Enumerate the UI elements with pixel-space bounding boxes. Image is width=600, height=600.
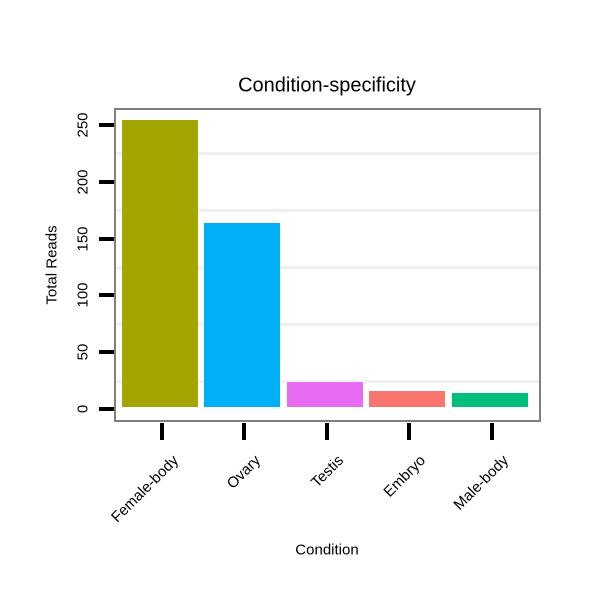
x-tick-mark bbox=[489, 423, 494, 440]
y-tick-mark bbox=[99, 236, 114, 241]
y-tick-mark bbox=[99, 293, 114, 298]
x-tick-mark bbox=[160, 423, 164, 440]
bar-female-body bbox=[122, 119, 198, 407]
y-tick-mark bbox=[99, 350, 114, 355]
minor-gridline bbox=[116, 209, 539, 213]
y-tick-label: 0 bbox=[74, 404, 92, 414]
bar-male-body bbox=[451, 393, 528, 407]
y-tick-mark bbox=[99, 179, 114, 184]
x-tick-mark bbox=[242, 423, 247, 440]
y-tick-label: 50 bbox=[74, 343, 92, 361]
y-tick-label: 150 bbox=[74, 226, 92, 252]
bar-embryo bbox=[369, 391, 446, 407]
x-axis-title: Condition bbox=[295, 541, 359, 559]
y-tick-label: 100 bbox=[74, 282, 92, 308]
y-tick-mark bbox=[99, 407, 114, 411]
y-axis-title: Total Reads bbox=[43, 225, 61, 305]
chart-title: Condition-specificity bbox=[238, 74, 416, 97]
y-tick-label: 200 bbox=[74, 169, 92, 195]
minor-gridline bbox=[116, 379, 539, 383]
y-tick-mark bbox=[99, 123, 114, 127]
y-tick-label: 250 bbox=[74, 112, 92, 138]
minor-gridline bbox=[116, 266, 539, 269]
bar-ovary bbox=[204, 222, 281, 407]
x-tick-mark bbox=[324, 423, 329, 440]
plot-area bbox=[114, 108, 541, 422]
bar-testis bbox=[286, 382, 363, 407]
minor-gridline bbox=[116, 322, 539, 326]
x-tick-mark bbox=[407, 423, 412, 440]
minor-gridline bbox=[116, 152, 539, 156]
